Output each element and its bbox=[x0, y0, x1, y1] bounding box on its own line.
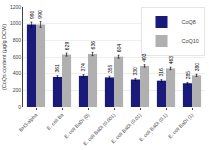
svg-text:361: 361 bbox=[54, 64, 60, 73]
svg-text:285: 285 bbox=[185, 71, 191, 80]
svg-text:990: 990 bbox=[37, 10, 43, 19]
svg-text:355: 355 bbox=[107, 65, 113, 74]
svg-text:CoQ8: CoQ8 bbox=[182, 19, 196, 25]
svg-text:800: 800 bbox=[13, 37, 22, 43]
svg-text:(CoQs content (µg/g DCW): (CoQs content (µg/g DCW) bbox=[1, 24, 7, 90]
svg-text:463: 463 bbox=[168, 56, 174, 65]
svg-text:493: 493 bbox=[141, 53, 147, 62]
svg-text:E. coli BaDi (0.001): E. coli BaDi (0.001) bbox=[82, 111, 117, 146]
svg-text:600: 600 bbox=[13, 54, 22, 60]
svg-text:1000: 1000 bbox=[10, 20, 21, 26]
svg-text:380: 380 bbox=[194, 63, 200, 72]
svg-text:636: 636 bbox=[90, 41, 96, 50]
svg-text:E. coli BaDi (0.01): E. coli BaDi (0.01) bbox=[110, 111, 143, 144]
svg-text:316: 316 bbox=[158, 68, 164, 77]
svg-text:990: 990 bbox=[29, 10, 35, 19]
svg-text:E. coli Ba: E. coli Ba bbox=[45, 112, 64, 131]
svg-text:E. coli BaDi (0): E. coli BaDi (0) bbox=[63, 111, 91, 139]
svg-text:629: 629 bbox=[64, 42, 70, 51]
svg-text:0: 0 bbox=[18, 104, 21, 110]
svg-text:400: 400 bbox=[13, 70, 22, 76]
svg-text:BH3-alpha: BH3-alpha bbox=[18, 112, 39, 133]
svg-text:200: 200 bbox=[13, 87, 22, 93]
svg-text:CoQ10: CoQ10 bbox=[182, 38, 199, 44]
svg-text:330: 330 bbox=[132, 67, 138, 76]
svg-text:E. coli BaDi (1): E. coli BaDi (1) bbox=[167, 111, 195, 139]
svg-text:374: 374 bbox=[80, 63, 86, 72]
svg-text:604: 604 bbox=[116, 44, 122, 53]
svg-text:E. coli BaDi (0.1): E. coli BaDi (0.1) bbox=[138, 111, 169, 142]
svg-text:1200: 1200 bbox=[10, 4, 21, 10]
